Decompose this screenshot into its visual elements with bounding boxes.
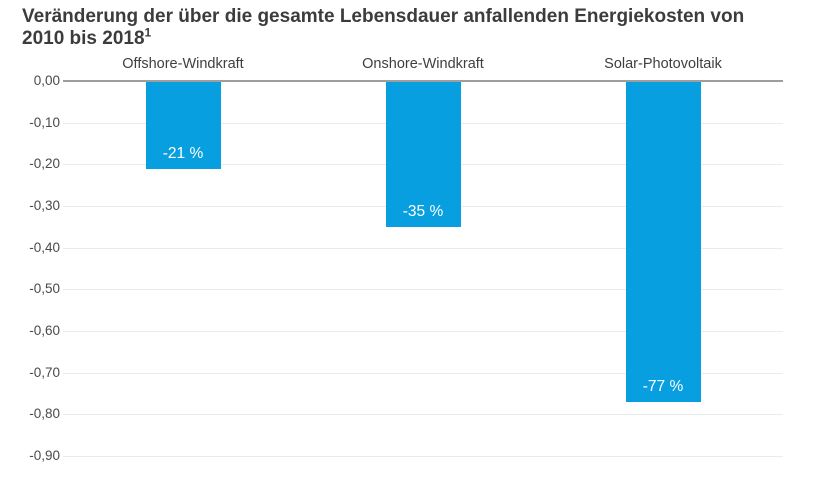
y-axis-tick-label: -0,20 xyxy=(29,156,60,172)
bar-offshore-windkraft: -21 % xyxy=(145,82,221,169)
y-axis-tick-label: -0,10 xyxy=(29,114,60,130)
bar-value-label: -35 % xyxy=(402,202,444,220)
gridline xyxy=(63,289,783,291)
y-axis-tick-label: -0,70 xyxy=(29,364,60,380)
y-axis-tick-label: -0,80 xyxy=(29,406,60,422)
bar-value-label: -77 % xyxy=(642,377,684,395)
y-axis-tick-label: -0,60 xyxy=(29,323,60,338)
bar-value-label: -21 % xyxy=(162,144,204,162)
gridline xyxy=(63,456,783,457)
y-axis-tick-label: -0,90 xyxy=(29,448,60,463)
gridline xyxy=(63,414,783,416)
y-axis-tick-label: -0,30 xyxy=(29,198,60,213)
chart-title-line2: 2010 bis 2018 xyxy=(22,28,145,49)
y-axis-tick-label: 0,00 xyxy=(33,73,60,88)
bar-solar-photovoltaik: -77 % xyxy=(625,82,701,402)
category-label-onshore-windkraft: Onshore-Windkraft xyxy=(362,56,484,72)
zero-baseline xyxy=(63,80,783,82)
chart-title: Veränderung der über die gesamte Lebensd… xyxy=(22,6,812,50)
chart-title-line1: Veränderung der über die gesamte Lebensd… xyxy=(22,6,745,27)
gridline xyxy=(63,372,783,374)
gridline xyxy=(63,247,783,249)
y-axis-tick-label: -0,40 xyxy=(29,239,60,255)
category-label-solar-photovoltaik: Solar-Photovoltaik xyxy=(604,56,722,72)
y-axis-tick-label: -0,50 xyxy=(29,281,60,297)
gridline xyxy=(63,331,783,332)
bar-onshore-windkraft: -35 % xyxy=(385,82,461,227)
chart-title-footnote-marker: 1 xyxy=(144,25,152,40)
category-label-offshore-windkraft: Offshore-Windkraft xyxy=(122,56,244,72)
